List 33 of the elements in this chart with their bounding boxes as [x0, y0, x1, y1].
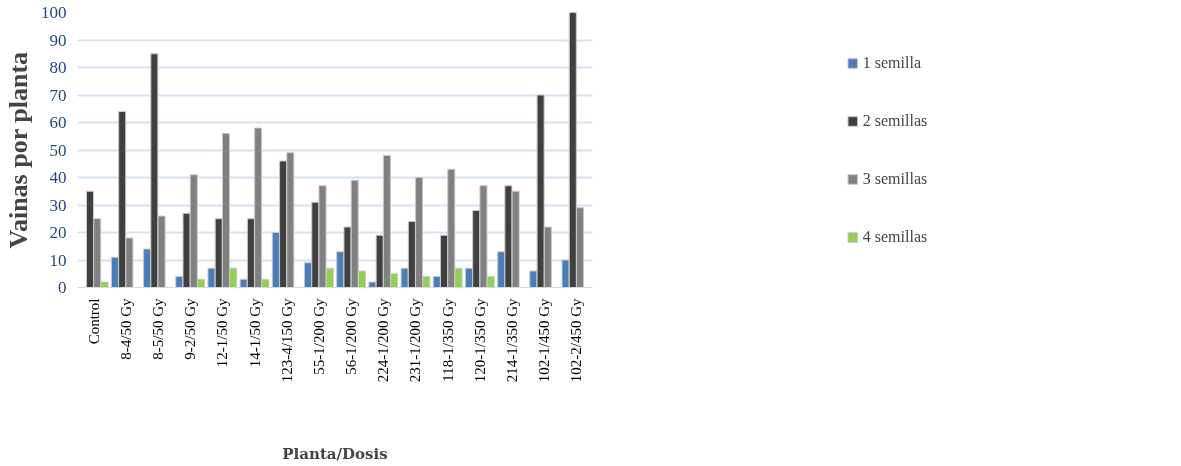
- x-tick-label: 8-5/50 Gy: [149, 298, 166, 360]
- x-tick-label: 118-1/350 Gy: [439, 298, 456, 382]
- y-tick-label: 60: [49, 113, 67, 132]
- y-tick-label: 50: [49, 140, 67, 160]
- legend-label: 2 semillas: [862, 111, 928, 130]
- x-tick-label: 14-1/50 Gy: [246, 298, 263, 368]
- legend-label: 1 semilla: [862, 53, 921, 72]
- x-tick-label: 231-1/200 Gy: [407, 298, 424, 383]
- y-tick-label: 10: [49, 250, 67, 270]
- x-tick-label: Control: [85, 298, 102, 345]
- x-tick-label: 8-4/50 Gy: [117, 298, 134, 360]
- x-tick-label: 56-1/200 Gy: [343, 298, 360, 375]
- y-tick-label: 100: [41, 3, 67, 22]
- y-tick-label: 30: [49, 195, 67, 215]
- y-tick-label: 70: [49, 85, 67, 105]
- x-tick-label: 102-2/450 Gy: [568, 298, 585, 383]
- legend-label: 3 semillas: [862, 169, 928, 188]
- y-tick-label: 20: [49, 223, 67, 242]
- x-axis-title: Planta/Dosis: [282, 445, 388, 464]
- x-tick-label: 123-4/150 Gy: [278, 298, 295, 383]
- y-tick-label: 40: [49, 168, 67, 187]
- y-tick-label: 0: [58, 278, 67, 297]
- y-tick-label: 90: [49, 30, 67, 50]
- legend-label: 4 semillas: [862, 227, 928, 246]
- x-tick-label: 120-1/350 Gy: [471, 298, 488, 383]
- x-tick-label: 224-1/200 Gy: [375, 298, 392, 383]
- x-tick-label: 9-2/50 Gy: [182, 298, 199, 360]
- x-tick-label: 55-1/200 Gy: [310, 298, 327, 375]
- y-axis-title: Vainas por planta: [4, 51, 33, 249]
- x-tick-label: 102-1/450 Gy: [536, 298, 553, 383]
- x-tick-label: 12-1/50 Gy: [214, 298, 231, 368]
- y-tick-label: 80: [49, 58, 67, 77]
- x-tick-label: 214-1/350 Gy: [504, 298, 521, 383]
